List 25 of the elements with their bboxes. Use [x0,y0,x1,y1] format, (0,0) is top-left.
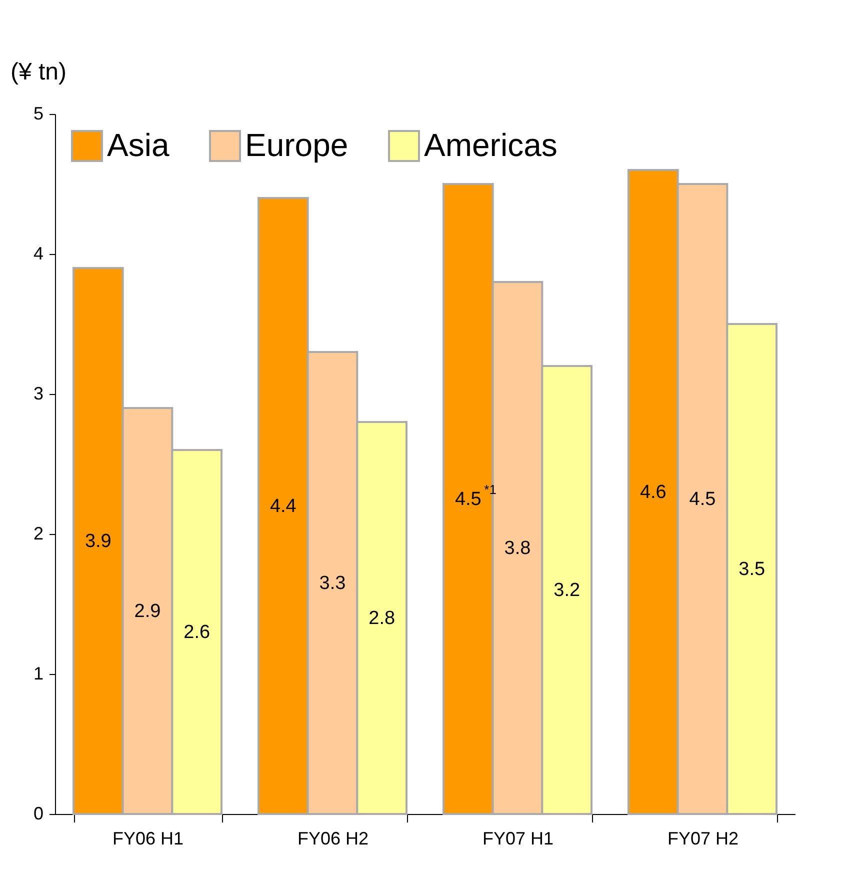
data-label: 3.5 [738,559,766,580]
data-label: 4.4 [270,496,297,517]
data-label: 3.8 [504,538,531,559]
y-axis-title: (¥ tn) [10,58,67,86]
x-tick-label: FY06 H2 [297,828,369,848]
data-label: 3.2 [554,580,580,601]
legend-label: Europe [245,127,348,163]
y-tick-label: 1 [33,664,44,684]
x-tick-label: FY06 H1 [112,828,184,848]
y-tick-label: 3 [33,384,44,404]
data-label: 3.3 [319,573,346,594]
data-label: 2.6 [184,622,210,643]
legend-label: Asia [107,127,170,163]
data-label: 2.8 [368,608,396,629]
y-tick-label: 0 [33,804,44,824]
data-label: 3.9 [84,531,112,552]
y-tick-label: 4 [33,244,44,264]
x-tick-label: FY07 H1 [482,828,554,848]
legend-label: Americas [424,127,558,163]
data-label: 4.5 [689,489,716,510]
y-tick-label: 5 [33,104,44,124]
x-tick-label: FY07 H2 [667,828,739,848]
y-tick-label: 2 [33,524,44,544]
data-label: 4.6 [640,482,666,503]
data-label: 2.9 [134,601,161,622]
